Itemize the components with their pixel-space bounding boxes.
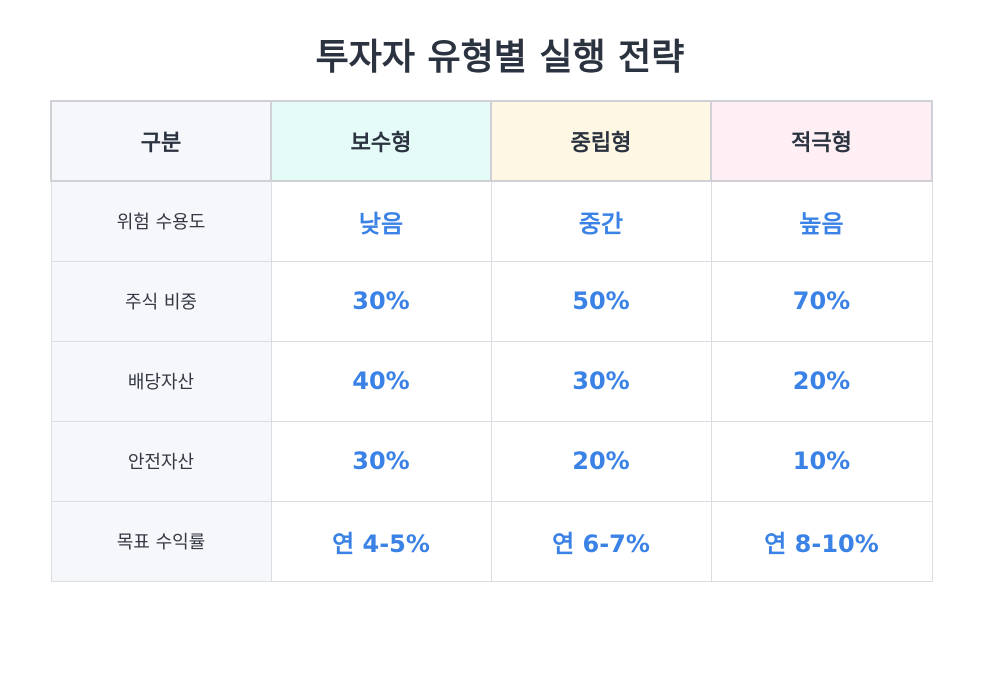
cell-neutral: 연 6-7%: [490, 500, 712, 582]
cell-aggressive: 70%: [710, 260, 933, 342]
header-aggressive: 적극형: [710, 100, 933, 182]
table-row: 주식 비중 30% 50% 70%: [50, 260, 933, 342]
table-header-row: 구분 보수형 중립형 적극형: [50, 100, 933, 182]
strategy-table: 구분 보수형 중립형 적극형 위험 수용도 낮음 중간 높음 주식 비중 30%…: [50, 100, 933, 582]
header-conservative: 보수형: [270, 100, 492, 182]
cell-aggressive: 10%: [710, 420, 933, 502]
cell-neutral: 30%: [490, 340, 712, 422]
row-label-risk-tolerance: 위험 수용도: [50, 180, 272, 262]
cell-conservative: 30%: [270, 260, 492, 342]
table-row: 안전자산 30% 20% 10%: [50, 420, 933, 502]
cell-conservative: 낮음: [270, 180, 492, 262]
page-title: 투자자 유형별 실행 전략: [315, 37, 685, 78]
cell-aggressive: 연 8-10%: [710, 500, 933, 582]
cell-aggressive: 20%: [710, 340, 933, 422]
header-neutral: 중립형: [490, 100, 712, 182]
cell-neutral: 중간: [490, 180, 712, 262]
cell-aggressive: 높음: [710, 180, 933, 262]
cell-conservative: 40%: [270, 340, 492, 422]
cell-neutral: 50%: [490, 260, 712, 342]
table-row: 위험 수용도 낮음 중간 높음: [50, 180, 933, 262]
header-category: 구분: [50, 100, 272, 182]
cell-neutral: 20%: [490, 420, 712, 502]
row-label-stock-weight: 주식 비중: [50, 260, 272, 342]
table-row: 배당자산 40% 30% 20%: [50, 340, 933, 422]
row-label-target-return: 목표 수익률: [50, 500, 272, 582]
cell-conservative: 30%: [270, 420, 492, 502]
table-row: 목표 수익률 연 4-5% 연 6-7% 연 8-10%: [50, 500, 933, 582]
row-label-safe-assets: 안전자산: [50, 420, 272, 502]
cell-conservative: 연 4-5%: [270, 500, 492, 582]
row-label-dividend-assets: 배당자산: [50, 340, 272, 422]
